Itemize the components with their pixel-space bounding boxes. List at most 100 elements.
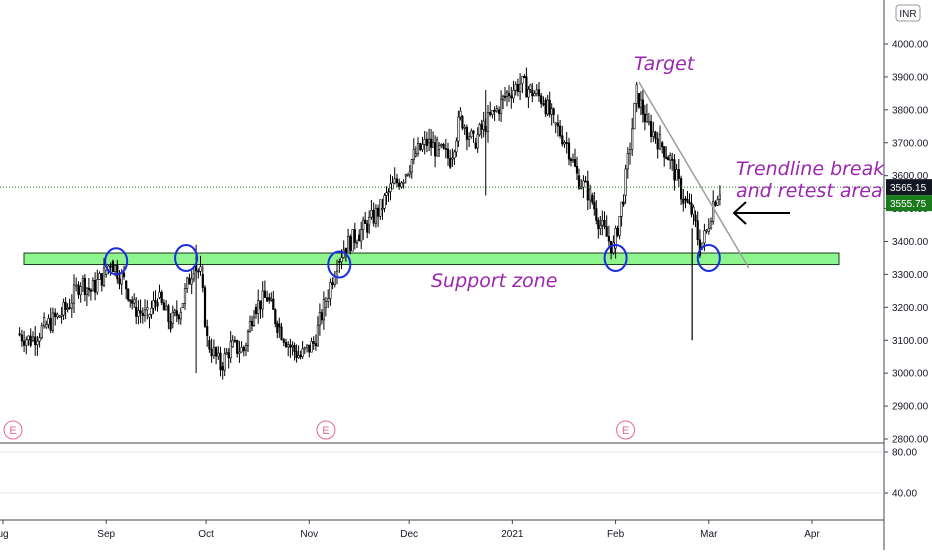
candle-body xyxy=(571,159,575,162)
candle-body xyxy=(231,339,234,348)
candle-body xyxy=(111,260,114,273)
candle-body xyxy=(242,346,245,352)
candle-body xyxy=(383,195,386,209)
price-axis[interactable]: 2800.00 2900.00 3000.00 3100.00 3200.00 3300.… xyxy=(884,0,932,550)
candle-body xyxy=(688,201,691,204)
candle-body xyxy=(49,318,52,331)
candle-body xyxy=(480,124,483,130)
candle-body xyxy=(215,347,218,357)
support-zone-rectangle xyxy=(23,252,840,266)
candle-body xyxy=(540,95,543,104)
candle-body xyxy=(91,279,94,292)
candle-body xyxy=(148,314,151,318)
candle-body xyxy=(68,306,71,309)
candle-body xyxy=(340,257,343,263)
candle-body xyxy=(548,99,551,115)
candle-body xyxy=(105,269,108,275)
candle-body xyxy=(423,138,426,145)
candle-body xyxy=(453,151,456,159)
candle-body xyxy=(391,182,394,190)
candle-body xyxy=(595,208,598,221)
price-tick-label: 2900.00 xyxy=(892,402,929,413)
candle-body xyxy=(51,312,54,331)
currency-badge[interactable] xyxy=(895,4,921,22)
candle-body xyxy=(514,84,517,91)
earnings-marker[interactable] xyxy=(616,420,636,440)
candle-body xyxy=(259,300,262,310)
earnings-marker[interactable] xyxy=(316,420,336,440)
candle-body xyxy=(446,148,450,159)
time-axis[interactable]: ug Sep Oct Nov Dec 2021 Feb Mar Apr xyxy=(0,520,820,540)
candle-body xyxy=(379,199,382,217)
candle-body xyxy=(362,219,365,231)
candle-body xyxy=(507,93,511,97)
candle-body xyxy=(58,315,61,318)
candle-body xyxy=(374,207,378,224)
candle-body xyxy=(622,201,625,205)
candle-body xyxy=(478,124,481,135)
trendline[interactable] xyxy=(638,81,750,269)
candle-body xyxy=(94,279,97,293)
candle-body xyxy=(552,108,555,115)
candle-body xyxy=(707,227,710,233)
candle-body xyxy=(27,335,30,341)
candle-body xyxy=(210,348,213,357)
earnings-marker[interactable] xyxy=(3,420,23,440)
candle-body xyxy=(366,223,369,233)
candle-body xyxy=(499,98,503,114)
earnings-marker-label: E xyxy=(622,425,629,437)
candle-body xyxy=(404,174,407,177)
secondary-price-value: 3555.75 xyxy=(890,199,927,210)
candle-body xyxy=(297,355,300,358)
candle-body xyxy=(261,290,264,310)
candle-body xyxy=(56,313,59,318)
candle-body xyxy=(42,317,46,327)
price-tick-label: 3300.00 xyxy=(892,270,929,281)
candle-body xyxy=(669,155,672,161)
time-tick-label: Nov xyxy=(300,529,318,540)
candle-body xyxy=(125,280,128,290)
price-tick-label: 3800.00 xyxy=(892,105,929,116)
candle-body xyxy=(682,198,685,204)
candle-body xyxy=(408,171,411,175)
candle-body xyxy=(34,336,37,346)
candle-body xyxy=(661,142,664,148)
candle-body xyxy=(558,125,562,137)
candle-body xyxy=(376,207,380,217)
candle-body xyxy=(169,321,172,330)
candle-body xyxy=(62,301,65,316)
candle-body xyxy=(395,178,399,184)
candle-body xyxy=(665,156,668,159)
candle-body xyxy=(620,201,623,217)
candle-body xyxy=(45,324,48,328)
candle-body xyxy=(429,138,433,148)
candle-body xyxy=(233,339,237,342)
candle-body xyxy=(152,300,155,309)
candle-body xyxy=(523,76,526,78)
candle-body xyxy=(221,366,224,371)
candle-body xyxy=(624,168,627,196)
candle-body xyxy=(238,351,241,354)
candle-body xyxy=(75,284,78,287)
candle-body xyxy=(690,202,693,215)
candle-body xyxy=(102,267,106,286)
candle-body xyxy=(246,331,250,346)
candle-body xyxy=(618,216,621,236)
price-tick-label: 3900.00 xyxy=(892,72,929,83)
support-zone-layer xyxy=(23,252,840,266)
candle-body xyxy=(183,287,187,304)
time-tick-label: Oct xyxy=(198,529,214,540)
touch-circle xyxy=(327,250,352,279)
candle-body xyxy=(465,126,469,140)
candle-body xyxy=(353,229,356,243)
candle-body xyxy=(501,95,505,100)
candle-body xyxy=(593,201,596,210)
candle-body xyxy=(537,89,541,97)
candle-body xyxy=(449,157,452,168)
candle-body xyxy=(370,210,373,218)
candle-body xyxy=(686,199,689,203)
candle-body xyxy=(118,278,121,285)
candle-body xyxy=(533,93,536,97)
